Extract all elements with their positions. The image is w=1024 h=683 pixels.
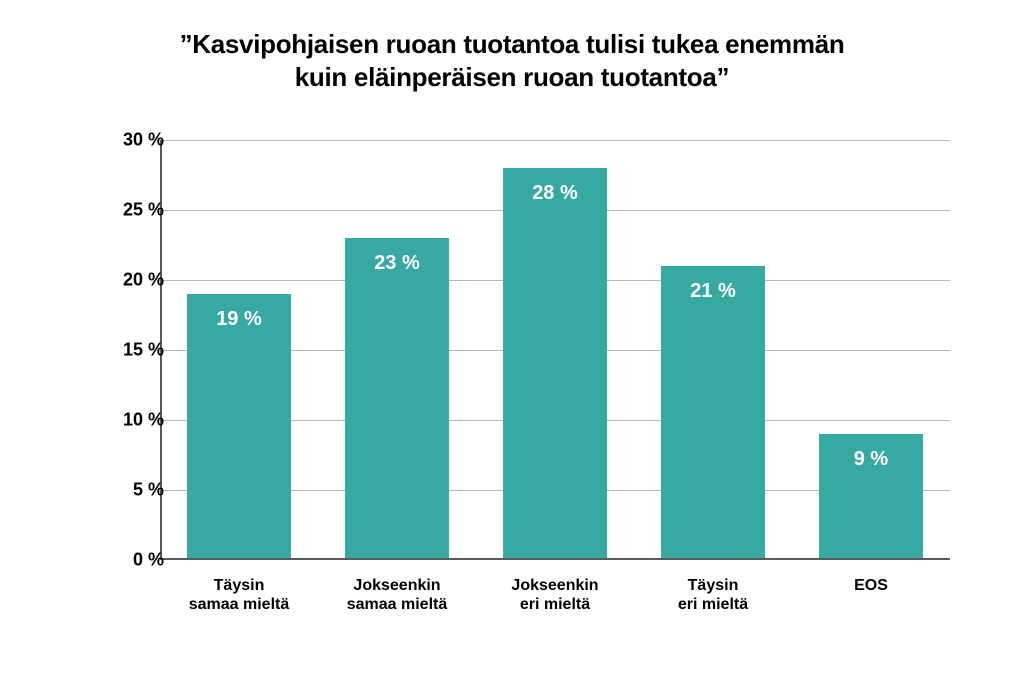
y-tick-label: 15 % xyxy=(123,340,164,361)
bar-value-label: 23 % xyxy=(345,252,449,275)
bar-value-label: 19 % xyxy=(187,308,291,331)
y-tick-label: 5 % xyxy=(133,480,164,501)
bar-slot: 28 % xyxy=(476,140,634,560)
plot-area: 19 %23 %28 %21 %9 % Täysin samaa mieltäJ… xyxy=(160,140,950,560)
bar-value-label: 9 % xyxy=(819,448,923,471)
bar-slot: 21 % xyxy=(634,140,792,560)
chart-area: 19 %23 %28 %21 %9 % Täysin samaa mieltäJ… xyxy=(70,130,970,630)
y-tick-label: 25 % xyxy=(123,200,164,221)
bars-group: 19 % 23 % 28 % 21 % 9 % xyxy=(160,140,950,560)
y-tick-label: 20 % xyxy=(123,270,164,291)
bar-slot: 9 % xyxy=(792,140,950,560)
bar: 9 % xyxy=(819,434,923,560)
x-tick-label: Täysin eri mieltä xyxy=(634,576,792,614)
bar-slot: 19 % xyxy=(160,140,318,560)
chart-container: ”Kasvipohjaisen ruoan tuotantoa tulisi t… xyxy=(0,0,1024,683)
y-tick-label: 30 % xyxy=(123,130,164,151)
bar: 21 % xyxy=(661,266,765,560)
y-tick-label: 10 % xyxy=(123,410,164,431)
y-tick-label: 0 % xyxy=(133,550,164,571)
x-axis-labels: Täysin samaa mieltäJokseenkin samaa miel… xyxy=(160,576,950,614)
bar-value-label: 21 % xyxy=(661,280,765,303)
chart-title: ”Kasvipohjaisen ruoan tuotantoa tulisi t… xyxy=(0,0,1024,103)
x-tick-label: Jokseenkin eri mieltä xyxy=(476,576,634,614)
bar: 23 % xyxy=(345,238,449,560)
x-axis-line xyxy=(160,558,950,560)
bar-slot: 23 % xyxy=(318,140,476,560)
bar-value-label: 28 % xyxy=(503,182,607,205)
x-tick-label: Jokseenkin samaa mieltä xyxy=(318,576,476,614)
bar: 19 % xyxy=(187,294,291,560)
x-tick-label: Täysin samaa mieltä xyxy=(160,576,318,614)
bar: 28 % xyxy=(503,168,607,560)
x-tick-label: EOS xyxy=(792,576,950,614)
